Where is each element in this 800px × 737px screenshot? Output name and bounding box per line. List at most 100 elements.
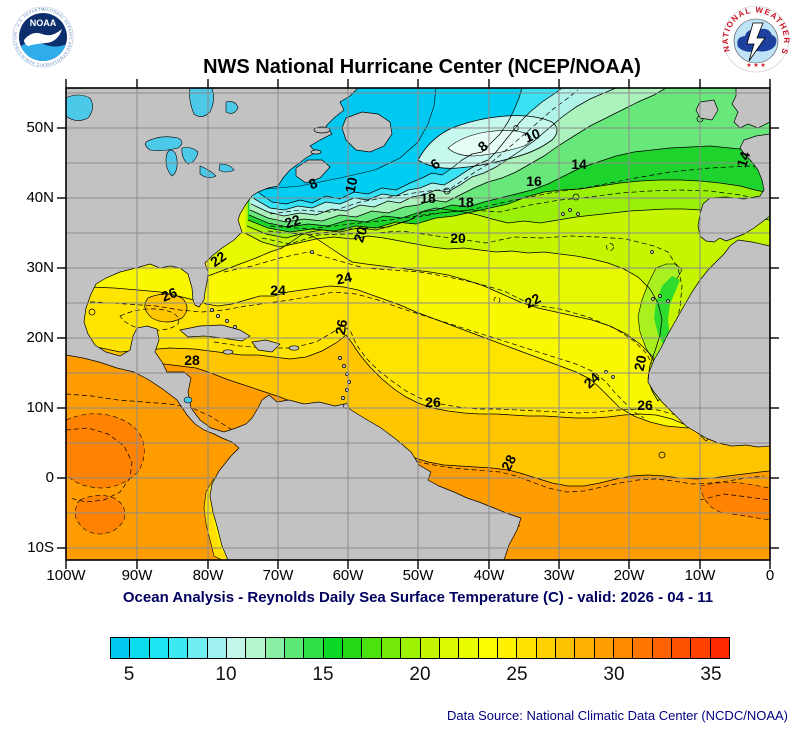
land-jamaica (222, 349, 234, 355)
contour-label-22: 22 (283, 211, 303, 231)
lon-label-10w: 10W (684, 567, 716, 584)
noaa-logo-text: NOAA (30, 18, 57, 28)
lat-label-20n: 20N (26, 329, 54, 346)
colorbar-segment-28 (575, 638, 595, 658)
isotherm-18C (246, 207, 770, 239)
lon-label-60w: 60W (332, 567, 364, 584)
colorbar-segment-27 (555, 638, 576, 658)
land-cape-verde (611, 375, 615, 379)
contour-label-20: 20 (350, 224, 370, 244)
warm-blob-pacific (66, 413, 145, 489)
colorbar-segment-11 (246, 638, 266, 658)
colorbar-segment-8 (188, 638, 208, 658)
colorbar-segment-18 (381, 638, 402, 658)
dashed-contour-lines (66, 89, 770, 527)
nws-logo: NATIONAL WEATHER SERVICE ★ ★ ★ (722, 5, 790, 73)
african-upwelling-core (654, 276, 684, 374)
colorbar-segment-17 (362, 638, 382, 658)
contour-label-28: 28 (184, 352, 200, 368)
land-bahamas (233, 325, 237, 329)
lat-label-30n: 30N (26, 259, 54, 276)
land-britain (731, 88, 770, 129)
colorbar-segment-29 (594, 638, 614, 658)
contour-label-14: 14 (571, 156, 587, 172)
lat-label-10n: 10N (26, 399, 54, 416)
colorbar-segment-32 (652, 638, 672, 658)
land-hispaniola (251, 339, 281, 353)
land-pei (310, 149, 322, 155)
contour-label-26: 26 (332, 318, 350, 336)
contour-label-10: 10 (522, 125, 543, 146)
isotherm-24C (66, 285, 770, 429)
lon-label-100w: 100W (46, 567, 86, 584)
isotherm-6C (254, 88, 523, 205)
lake-huron (181, 147, 199, 165)
land-puerto-rico (288, 345, 300, 351)
isotherm-8C (252, 88, 563, 211)
contour-label-14: 14 (733, 149, 753, 169)
contour-label-28: 28 (498, 452, 520, 473)
nws-stars: ★ ★ ★ (746, 62, 765, 69)
lat-label-10s: 10S (27, 539, 54, 556)
isotherm-10C (250, 88, 617, 217)
contour-label-24: 24 (270, 282, 286, 298)
lake-winnipeg (66, 94, 93, 121)
graticule-grid (66, 88, 770, 560)
colorbar-segment-25 (517, 638, 537, 658)
contour-label-18: 18 (420, 190, 436, 206)
colorbar-segment-31 (633, 638, 653, 658)
colorbar-segment-23 (478, 638, 498, 658)
small-lake (225, 101, 239, 114)
land-canaries (658, 294, 662, 298)
colorbar-segment-33 (671, 638, 692, 658)
land-azores (561, 212, 565, 216)
colorbar-segment-9 (207, 638, 228, 658)
land-antilles (341, 396, 345, 400)
nws-lightning-icon (746, 22, 766, 62)
page-title: NWS National Hurricane Center (NCEP/NOAA… (203, 56, 641, 78)
colorbar-segment-35 (710, 638, 729, 658)
contour-label-26: 26 (425, 394, 441, 410)
isotherm-14C (248, 145, 770, 228)
contour-label-20: 20 (450, 230, 466, 246)
land-ireland (695, 99, 719, 121)
colorbar-segment-15 (323, 638, 344, 658)
lake-superior (145, 136, 183, 151)
solid-contour-lines (66, 88, 770, 487)
temperature-colorbar (110, 637, 730, 659)
land-azores (576, 212, 580, 216)
contour-label-26: 26 (637, 397, 653, 413)
colorbar-segment-10 (227, 638, 247, 658)
land-newfoundland (341, 111, 393, 153)
colorbar-segment-13 (285, 638, 305, 658)
noaa-logo-bird-icon (24, 29, 62, 46)
contour-label-22: 22 (522, 290, 543, 312)
map-caption: Ocean Analysis - Reynolds Daily Sea Surf… (122, 589, 714, 606)
colorbar-label-15: 15 (312, 664, 334, 685)
colorbar-segment-21 (439, 638, 460, 658)
lon-label-30w: 30W (543, 567, 575, 584)
lon-label-40w: 40W (473, 567, 505, 584)
isotherm-12C (249, 88, 667, 223)
lat-label-40n: 40N (26, 189, 54, 206)
lon-label-90w: 90W (121, 567, 153, 584)
lon-label-0: 0 (765, 567, 775, 584)
colorbar-segment-16 (343, 638, 363, 658)
contour-label-20: 20 (631, 353, 650, 372)
colorbar-segment-22 (459, 638, 479, 658)
land-canaries (666, 299, 670, 303)
colorbar-segment-12 (265, 638, 286, 658)
lake-nicaragua (183, 396, 193, 404)
axis-ticks (57, 79, 779, 569)
colorbar-label-10: 10 (215, 664, 237, 685)
lon-label-50w: 50W (402, 567, 434, 584)
colorbar-segment-30 (613, 638, 634, 658)
land-bahamas (210, 308, 214, 312)
lake-ontario (218, 163, 235, 173)
colorbar-segment-20 (420, 638, 440, 658)
lon-label-70w: 70W (262, 567, 294, 584)
colorbar-segment-5 (130, 638, 150, 658)
contour-label-24: 24 (335, 269, 354, 288)
land-europe (697, 133, 770, 243)
